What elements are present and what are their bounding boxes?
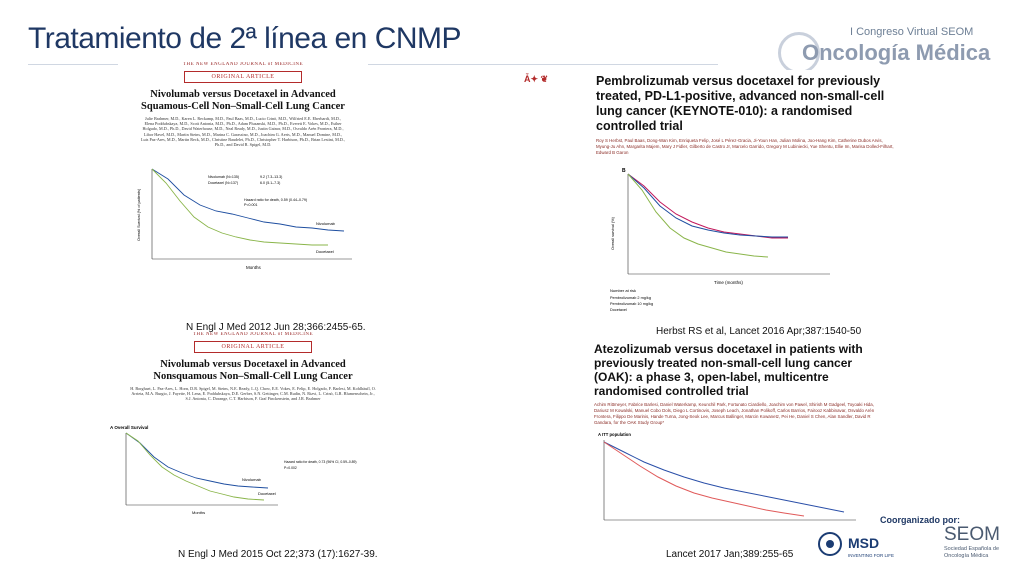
citation-lancet-2016: Herbst RS et al, Lancet 2016 Apr;387:154… (656, 326, 862, 337)
median-os-docetaxel: 6.0 (5.1–7.3) (260, 181, 280, 185)
hazard-ratio: Hazard ratio for death, 0.59 (0.44–0.79) (244, 198, 307, 202)
original-article-badge: ORIGINAL ARTICLE (194, 341, 312, 353)
survival-chart: Overall Survival (% of patients) Months … (137, 168, 352, 270)
congress-name: Oncología Médica (802, 40, 991, 65)
citation-lancet-2017: Lancet 2017 Jan;389:255-65 (666, 549, 794, 560)
y-axis-label: Overall survival (%) (611, 216, 615, 250)
y-axis-label: Overall Survival (% of patients) (137, 188, 141, 241)
citation-nejm-2015: N Engl J Med 2015 Oct 22;373 (17):1627-3… (178, 549, 378, 560)
hazard-ratio: Hazard ratio for death, 0.73 (96% CI, 0.… (284, 460, 357, 464)
paper-nejm-nonsquamous: THE NEW ENGLAND JOURNAL of MEDICINE ORIG… (108, 332, 398, 546)
article-title: Nivolumab versus Docetaxel in Advanced S… (141, 89, 345, 112)
risk-row-pembro-10mg: Pembrolizumab 10 mg/kg (610, 302, 653, 306)
msd-logo: MSD INVENTING FOR LIFE (818, 532, 894, 561)
nivolumab-curve (151, 168, 345, 232)
author-list: Julie Brahmer, M.D., Karen L. Reckamp, M… (140, 116, 346, 148)
author-list: Achim Rittmeyer, Fabrice Barlesi, Daniel… (594, 402, 875, 425)
docetaxel-curve (627, 173, 769, 258)
legend-box (206, 171, 350, 195)
atezolizumab-curve (603, 441, 845, 513)
journal-masthead: THE NEW ENGLAND JOURNAL of MEDICINE (182, 62, 304, 67)
docetaxel-curve-label: Docetaxel (258, 491, 276, 496)
legend-row-nivolumab: Nivolumab (N=135) (208, 175, 239, 179)
p-value: P=0.002 (284, 466, 297, 470)
journal-masthead: THE NEW ENGLAND JOURNAL of MEDICINE (192, 332, 314, 337)
congress-label: I Congreso Virtual SEOM (850, 26, 974, 38)
msd-tagline: INVENTING FOR LIFE (848, 553, 895, 558)
author-list: H. Borghaei, L. Paz-Ares, L. Horn, D.R. … (130, 386, 376, 402)
survival-chart: A Overall Survival Months Nivolumab Doce… (110, 425, 357, 515)
article-title: Pembrolizumab versus docetaxel for previ… (596, 74, 885, 133)
x-axis-label: Months (192, 510, 205, 515)
nivolumab-curve (125, 432, 269, 489)
risk-row-pembro-2mg: Pembrolizumab 2 mg/kg (610, 296, 651, 300)
panel-label: A ITT population (598, 432, 631, 437)
x-axis-label: Months (246, 265, 262, 270)
median-os-nivolumab: 9.2 (7.3–13.3) (260, 175, 282, 179)
docetaxel-curve (151, 168, 328, 246)
docetaxel-curve (603, 441, 805, 517)
original-article-badge: ORIGINAL ARTICLE (184, 71, 302, 83)
paper-nejm-squamous: THE NEW ENGLAND JOURNAL of MEDICINE ORIG… (118, 62, 368, 322)
msd-name: MSD (848, 535, 880, 551)
citation-nejm-2012: N Engl J Med 2012 Jun 28;366:2455-65. (186, 322, 366, 333)
paper-keynote-010: Ǡ✦ ❦ Pembrolizumab versus docetaxel for … (524, 70, 904, 325)
seom-full-name: Sociedad Española de Oncología Médica (944, 546, 1000, 559)
msd-emblem-icon (818, 532, 842, 556)
sponsor-label: Coorganizado por: (880, 515, 960, 525)
number-at-risk-header: Number at risk (610, 288, 636, 293)
author-list: Roy S Herbst, Paul Baas, Dong-Wan Kim, E… (596, 138, 894, 155)
paper-oak: Atezolizumab versus docetaxel in patient… (566, 342, 876, 542)
seom-name: SEOM (944, 524, 1000, 545)
slide-title: Tratamiento de 2ª línea en CNMP (28, 22, 462, 55)
survival-chart: A ITT population (598, 432, 856, 521)
panel-label: A Overall Survival (110, 425, 148, 430)
title-underline (28, 64, 718, 65)
article-title: Atezolizumab versus docetaxel in patient… (594, 342, 863, 398)
x-axis-label: Time (months) (714, 280, 743, 285)
docetaxel-curve-label: Docetaxel (316, 249, 334, 254)
pembrolizumab-2mg-curve (627, 173, 788, 238)
congress-logo: I Congreso Virtual SEOM Oncología Médica (778, 22, 1006, 74)
legend-row-docetaxel: Docetaxel (N=137) (208, 181, 238, 185)
panel-label: B (622, 168, 626, 174)
nivolumab-curve-label: Nivolumab (316, 221, 336, 226)
open-access-icons: Ǡ✦ ❦ (524, 74, 549, 84)
risk-row-docetaxel: Docetaxel (610, 308, 627, 312)
docetaxel-curve (125, 432, 265, 501)
survival-chart: B Overall survival (%) Time (months) Num… (610, 168, 830, 312)
p-value: P<0.001 (244, 203, 258, 207)
seom-logo: SEOM Sociedad Española de Oncología Médi… (944, 524, 1018, 559)
nivolumab-curve-label: Nivolumab (242, 477, 262, 482)
article-title: Nivolumab versus Docetaxel in Advanced N… (153, 359, 353, 382)
